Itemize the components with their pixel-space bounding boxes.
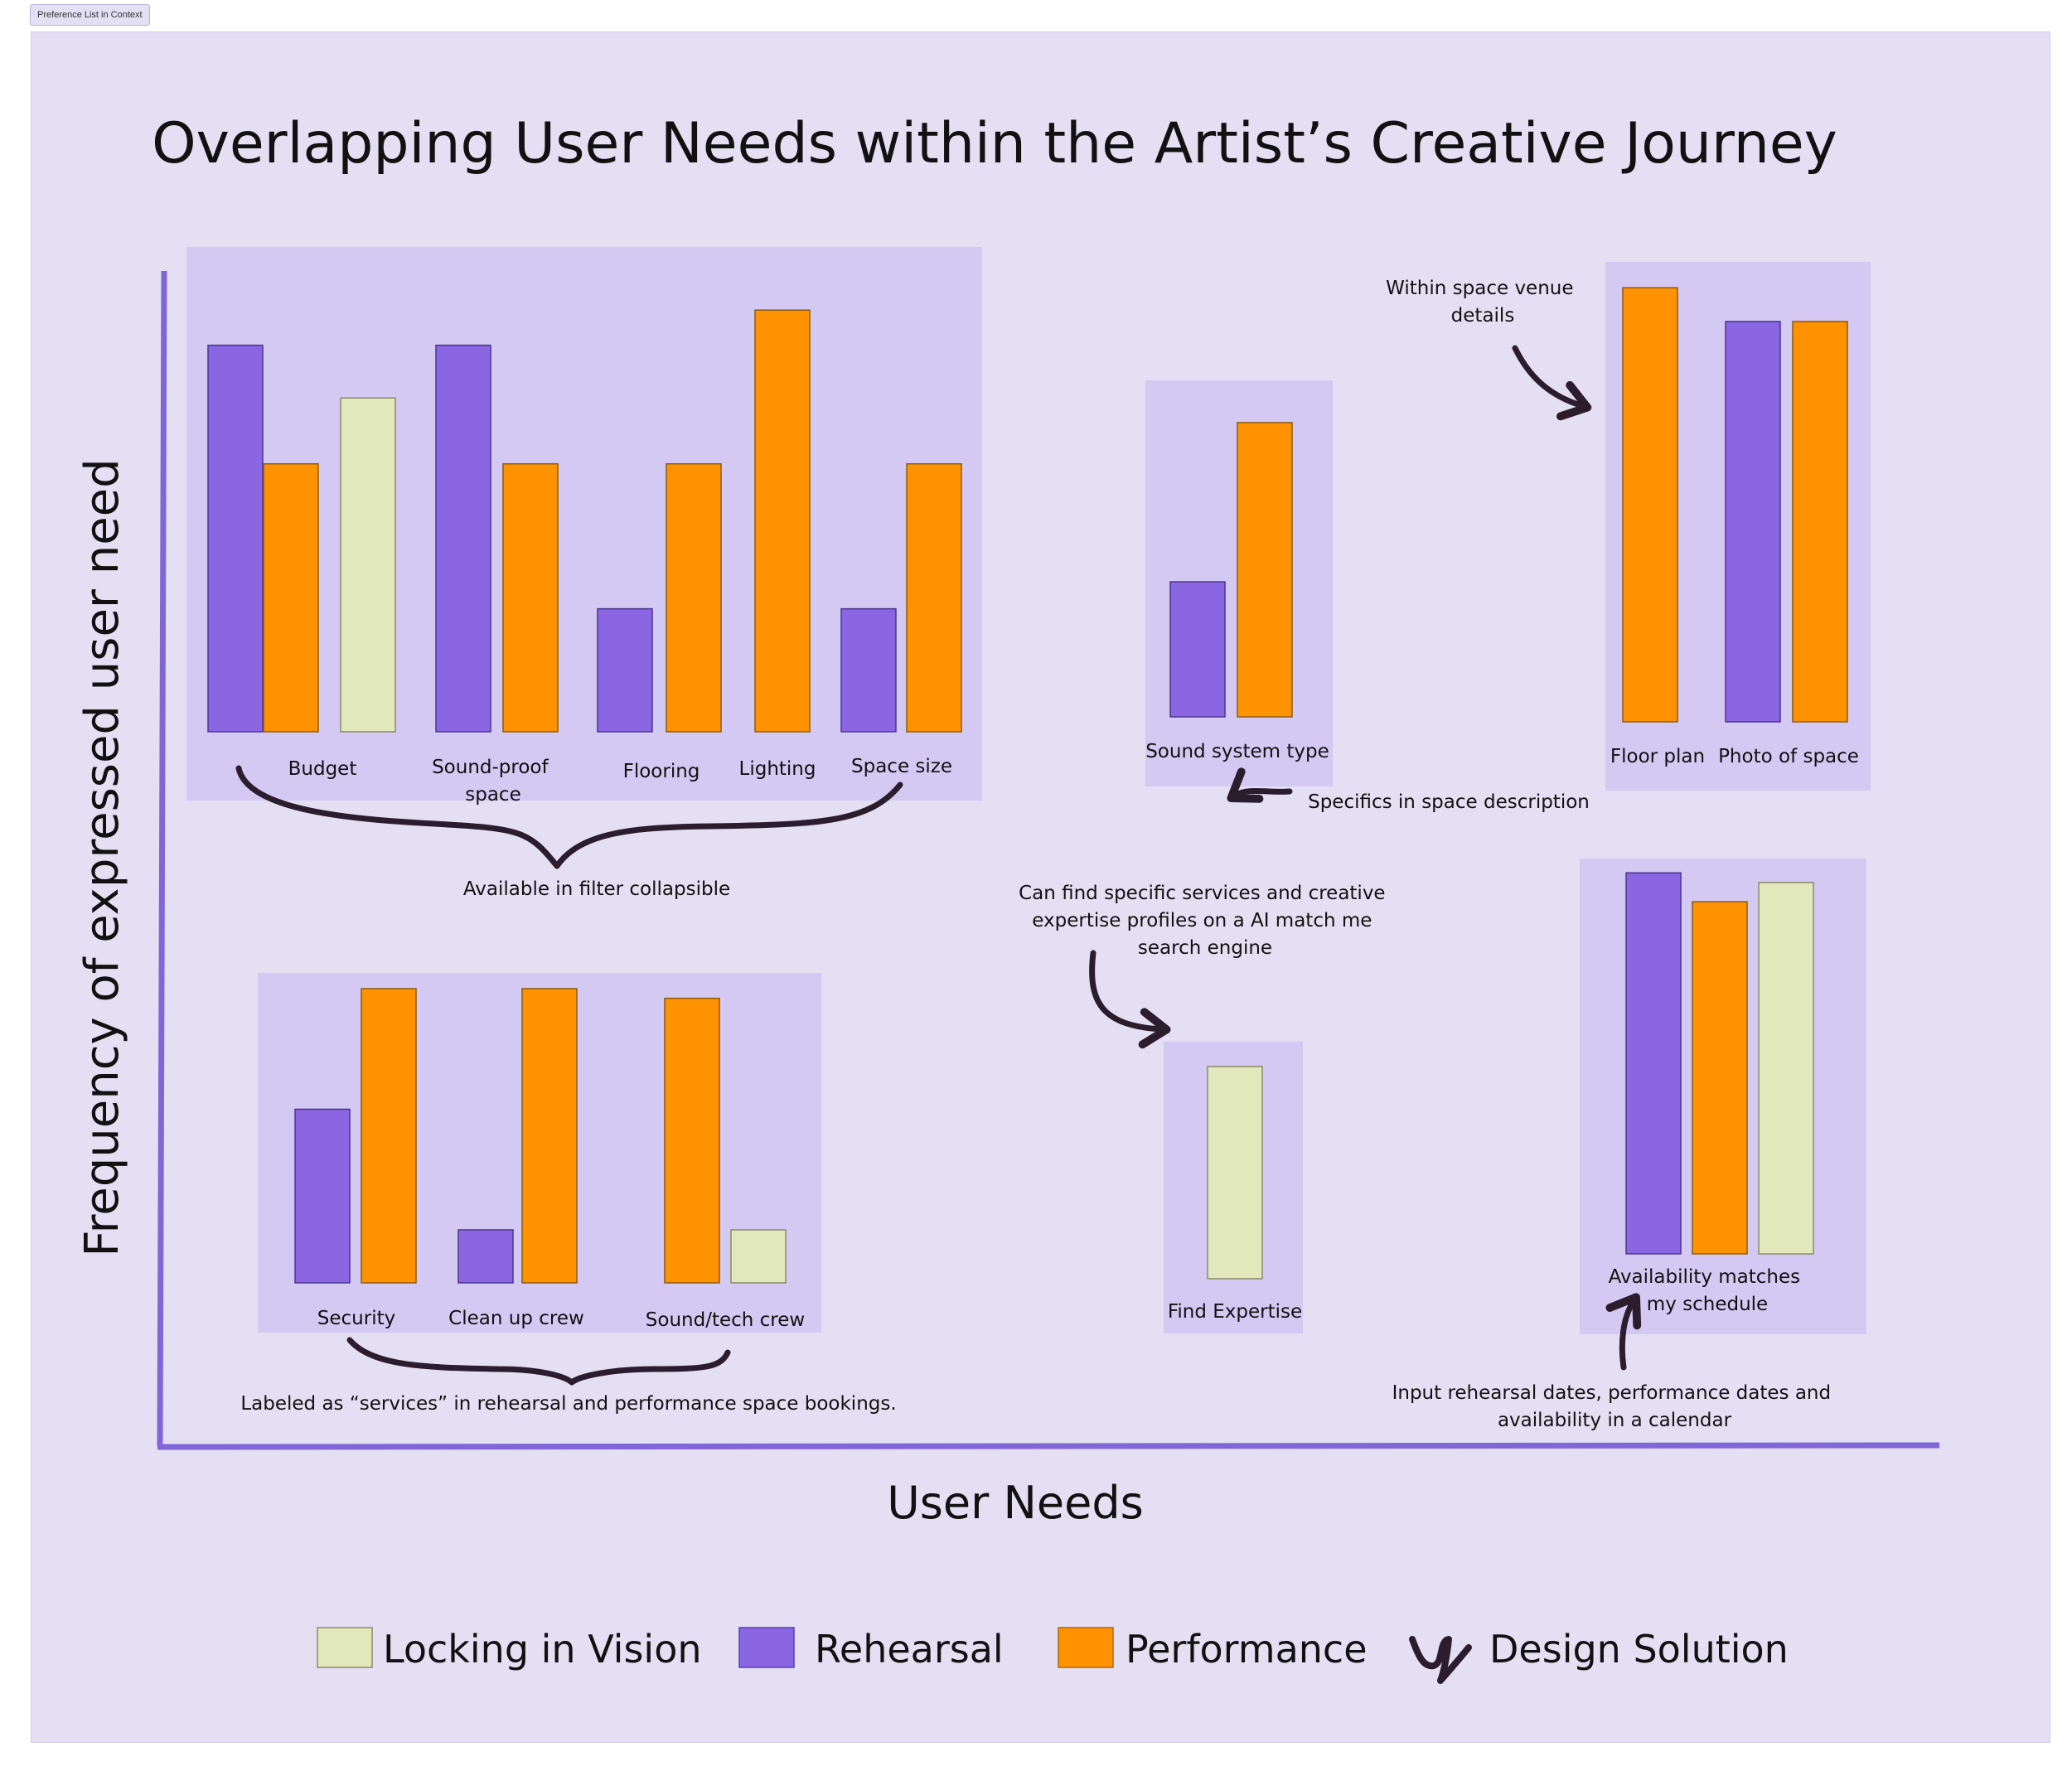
bar-security-rehearsal: [294, 1108, 351, 1284]
x-axis-label: User Needs: [887, 1477, 1144, 1529]
category-label-space-size: Space size: [851, 756, 952, 777]
bar-sound-tech-crew-locking-in-vision: [730, 1229, 787, 1284]
category-label-find-expertise: Find Expertise: [1168, 1301, 1302, 1323]
bar-photo-of-space-performance: [1792, 321, 1848, 723]
annotation-availability: Input rehearsal dates, performance dates…: [1392, 1382, 1837, 1431]
legend-swatch-locking-in-vision: [317, 1627, 373, 1668]
bar-flooring-rehearsal: [597, 607, 653, 733]
bar-find-expertise-locking-in-vision: [1207, 1066, 1263, 1280]
bar-space-size-performance: [906, 462, 962, 733]
expertise-arrow: [1089, 950, 1171, 1049]
bar-budget-rehearsal: [207, 344, 264, 733]
sound-system-arrow: [1227, 767, 1293, 803]
venue-details-arrow: [1512, 345, 1592, 421]
y-axis-line: [157, 270, 167, 1447]
bar-sound-tech-crew-performance: [664, 997, 720, 1284]
bar-clean-up-crew-performance: [521, 988, 578, 1284]
annotation-expertise: Can find specific services and creative …: [1019, 883, 1392, 959]
category-label-security: Security: [317, 1308, 395, 1329]
category-label-floor-plan: Floor plan: [1610, 746, 1705, 767]
bar-budget-locking-in-vision: [340, 397, 396, 733]
services-brace: [346, 1337, 731, 1386]
bar-sound-system-type-rehearsal: [1169, 581, 1226, 718]
bar-space-size-rehearsal: [840, 607, 897, 733]
category-label-sound-tech-crew: Sound/tech crew: [646, 1309, 805, 1331]
bar-clean-up-crew-rehearsal: [457, 1229, 514, 1284]
design-solution-scribble-icon: [1409, 1636, 1472, 1684]
annotation-venue-details: Within space venue details: [1386, 278, 1580, 327]
bar-budget-performance: [263, 462, 319, 733]
availability-arrow: [1605, 1293, 1642, 1371]
bar-sound-proof-space-rehearsal: [435, 344, 491, 733]
legend-label-rehearsal: Rehearsal: [815, 1627, 1004, 1672]
category-label-availability: Availability matches my schedule: [1609, 1266, 1807, 1315]
bar-availability-matches-my-schedule-performance: [1692, 901, 1748, 1255]
legend-label-performance: Performance: [1126, 1627, 1368, 1672]
bar-availability-matches-my-schedule-locking-in-vision: [1758, 882, 1814, 1255]
category-label-sound-proof-space: Sound-proof space: [432, 757, 554, 806]
category-label-flooring: Flooring: [623, 761, 700, 782]
annotation-filters: Available in filter collapsible: [463, 878, 730, 900]
legend-label-design-solution: Design Solution: [1489, 1627, 1789, 1672]
category-label-photo-of-space: Photo of space: [1718, 746, 1859, 767]
frame-label[interactable]: Preference List in Context: [30, 4, 150, 26]
chart-title: Overlapping User Needs within the Artist…: [152, 111, 1837, 177]
category-label-clean-up-crew: Clean up crew: [448, 1308, 584, 1329]
bar-lighting-performance: [754, 309, 811, 733]
annotation-services: Labeled as “services” in rehearsal and p…: [240, 1393, 896, 1415]
bar-sound-system-type-performance: [1237, 422, 1293, 718]
legend-label-locking-in-vision: Locking in Vision: [383, 1627, 702, 1672]
bar-security-performance: [361, 988, 417, 1284]
category-label-budget: Budget: [288, 758, 357, 780]
filters-brace: [235, 765, 903, 869]
y-axis-label: Frequency of expressed user need: [75, 458, 129, 1256]
annotation-sound-system: Specifics in space description: [1308, 791, 1590, 813]
bar-availability-matches-my-schedule-rehearsal: [1625, 872, 1682, 1255]
bar-flooring-performance: [666, 462, 722, 733]
legend-swatch-rehearsal: [738, 1627, 795, 1668]
legend-swatch-performance: [1058, 1627, 1114, 1668]
category-label-sound-system-type: Sound system type: [1145, 741, 1329, 762]
category-label-lighting: Lighting: [739, 758, 816, 780]
bar-floor-plan-performance: [1622, 287, 1678, 723]
bar-sound-proof-space-performance: [502, 462, 559, 733]
x-axis-line: [157, 1442, 1940, 1450]
bar-photo-of-space-rehearsal: [1725, 321, 1781, 723]
legend: Locking in Vision Rehearsal Performance …: [317, 1627, 1789, 1684]
